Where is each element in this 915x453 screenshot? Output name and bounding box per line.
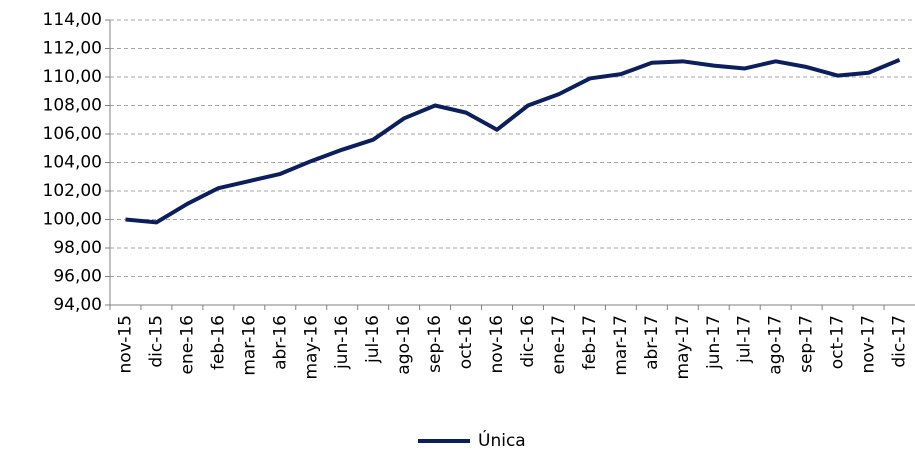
x-tick-label: oct-16 — [456, 315, 476, 369]
y-tick-label: 98,00 — [53, 238, 102, 258]
x-tick-label: may-16 — [301, 315, 321, 380]
y-tick-label: 104,00 — [43, 153, 102, 173]
y-tick-label: 108,00 — [43, 96, 102, 116]
y-tick-label: 102,00 — [43, 181, 102, 201]
x-tick-label: jun-16 — [332, 315, 352, 370]
x-tick-label: nov-16 — [487, 315, 507, 374]
x-tick-label: nov-15 — [115, 315, 135, 374]
x-tick-label: jul-17 — [735, 315, 755, 364]
x-tick-label: sep-16 — [425, 315, 445, 373]
x-tick-label: feb-17 — [580, 315, 600, 370]
x-tick-label: jul-16 — [363, 315, 383, 364]
x-tick-label: nov-17 — [859, 315, 879, 374]
y-tick-label: 110,00 — [43, 67, 102, 87]
y-tick-label: 100,00 — [43, 210, 102, 230]
y-tick-label: 106,00 — [43, 124, 102, 144]
x-tick-label: ene-17 — [549, 315, 569, 374]
x-tick-label: mar-17 — [611, 315, 631, 376]
x-tick-label: sep-17 — [797, 315, 817, 373]
x-tick-label: dic-15 — [146, 315, 166, 368]
x-tick-label: abr-17 — [642, 315, 662, 370]
x-tick-label: oct-17 — [828, 315, 848, 369]
x-tick-label: mar-16 — [239, 315, 259, 376]
x-tick-label: jun-17 — [704, 315, 724, 370]
y-tick-label: 96,00 — [53, 267, 102, 287]
x-tick-label: abr-16 — [270, 315, 290, 370]
x-tick-label: feb-16 — [208, 315, 228, 370]
x-tick-label: ene-16 — [177, 315, 197, 374]
x-tick-label: may-17 — [673, 315, 693, 380]
x-tick-label: ago-16 — [394, 315, 414, 375]
x-tick-label: dic-16 — [518, 315, 538, 368]
y-tick-label: 114,00 — [43, 10, 102, 30]
data-line — [125, 58, 901, 225]
legend-label: Única — [478, 429, 526, 451]
x-tick-label: dic-17 — [890, 315, 910, 368]
x-tick-label: ago-17 — [766, 315, 786, 375]
y-tick-label: 112,00 — [43, 39, 102, 59]
y-tick-label: 94,00 — [53, 295, 102, 315]
